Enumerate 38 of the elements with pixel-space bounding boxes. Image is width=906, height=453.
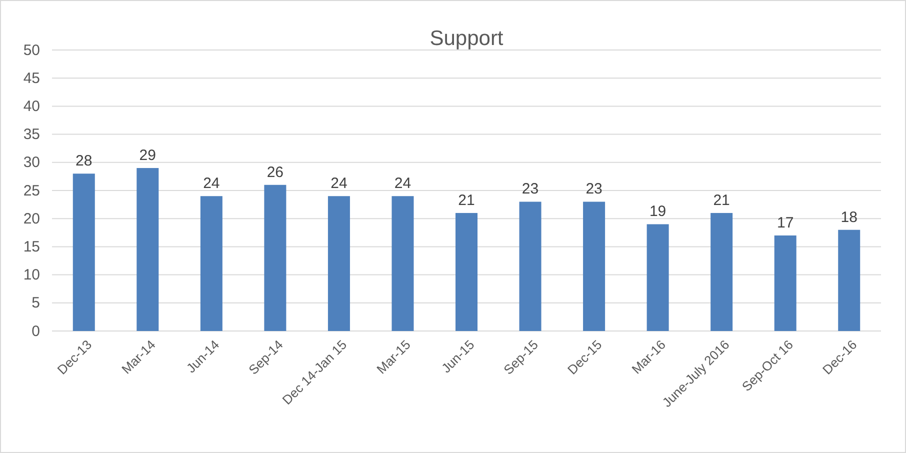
y-tick-label: 45 <box>23 70 40 87</box>
bar <box>710 212 733 331</box>
data-label: 29 <box>139 147 156 164</box>
y-tick-label: 30 <box>23 154 40 172</box>
y-tick-label: 25 <box>23 182 40 200</box>
data-label: 23 <box>586 180 602 198</box>
bar <box>583 202 606 331</box>
y-tick-label: 0 <box>32 322 40 340</box>
bar <box>200 196 222 331</box>
bar <box>519 202 542 331</box>
y-tick-label: 5 <box>32 294 40 312</box>
chart-title: Support <box>430 27 504 50</box>
bar <box>646 224 669 331</box>
y-tick-label: 15 <box>23 238 40 256</box>
y-tick-label: 40 <box>23 98 40 115</box>
data-label: 23 <box>522 180 539 198</box>
data-label: 18 <box>840 208 858 226</box>
data-label: 21 <box>713 192 730 209</box>
bar <box>838 230 860 331</box>
y-tick-label: 35 <box>23 126 40 144</box>
data-label: 17 <box>777 214 794 232</box>
data-label: 24 <box>330 175 348 192</box>
data-label: 21 <box>458 192 475 209</box>
data-label: 24 <box>394 175 412 192</box>
bar <box>456 212 478 331</box>
y-tick-label: 10 <box>23 266 40 284</box>
bar <box>72 174 95 331</box>
bar <box>264 184 286 331</box>
bar <box>774 235 796 331</box>
y-tick-label: 50 <box>23 42 40 59</box>
bar <box>136 168 159 331</box>
bar <box>392 196 414 331</box>
data-label: 19 <box>649 203 666 220</box>
bar <box>328 196 350 331</box>
y-tick-label: 20 <box>23 210 40 228</box>
data-label: 28 <box>76 152 92 170</box>
data-label: 24 <box>203 175 220 192</box>
data-label: 26 <box>266 164 284 181</box>
